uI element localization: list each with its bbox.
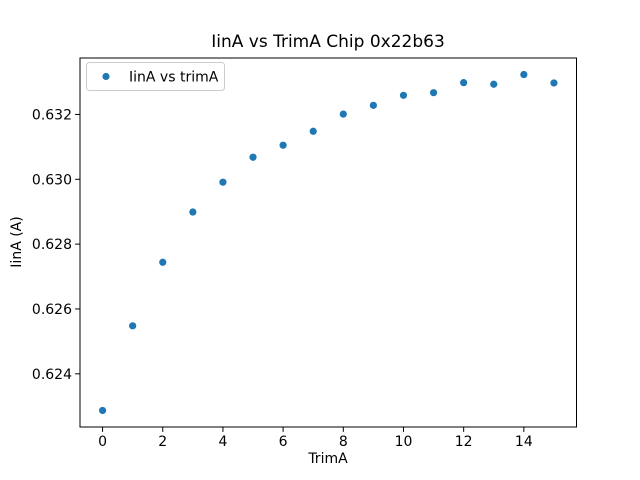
data-point <box>520 70 528 79</box>
scatter-points <box>98 70 558 415</box>
data-point <box>429 89 438 97</box>
data-point <box>369 101 377 109</box>
y-tick-label: 0.632 <box>32 107 72 123</box>
y-tick-label: 0.624 <box>32 367 72 383</box>
y-tick-label: 0.630 <box>32 172 72 188</box>
y-axis-label: IinA (A) <box>9 216 25 267</box>
y-tick-label: 0.626 <box>32 302 72 318</box>
data-point <box>219 178 227 186</box>
x-tick-label: 8 <box>339 434 348 450</box>
data-point <box>460 79 468 87</box>
plot-border <box>79 57 577 428</box>
data-point <box>339 110 347 118</box>
x-tick-label: 12 <box>455 434 473 450</box>
legend-box <box>86 62 225 91</box>
data-point <box>309 127 317 135</box>
legend: IinA vs trimA <box>86 62 225 91</box>
legend-marker-icon <box>102 72 110 81</box>
y-tick-label: 0.628 <box>32 237 72 253</box>
x-tick-label: 14 <box>515 434 533 450</box>
x-tick-label: 10 <box>395 434 413 450</box>
data-point <box>98 406 107 415</box>
x-tick-label: 4 <box>218 434 227 450</box>
data-point <box>249 153 257 161</box>
x-axis-label: TrimA <box>307 451 348 467</box>
chart-title: IinA vs TrimA Chip 0x22b63 <box>211 32 445 52</box>
data-point <box>399 91 408 99</box>
data-point <box>189 208 197 216</box>
x-tick-label: 2 <box>158 434 167 450</box>
legend-label: IinA vs trimA <box>129 70 219 86</box>
data-point <box>550 79 558 87</box>
data-point <box>279 141 287 149</box>
data-point <box>159 258 167 266</box>
x-tick-label: 0 <box>98 434 107 450</box>
data-point <box>490 80 498 88</box>
axes: 0 2 4 6 8 10 12 14 0.624 0.626 0.628 0.630 0.632 <box>32 57 577 450</box>
x-tick-label: 6 <box>279 434 288 450</box>
data-point <box>129 322 137 330</box>
